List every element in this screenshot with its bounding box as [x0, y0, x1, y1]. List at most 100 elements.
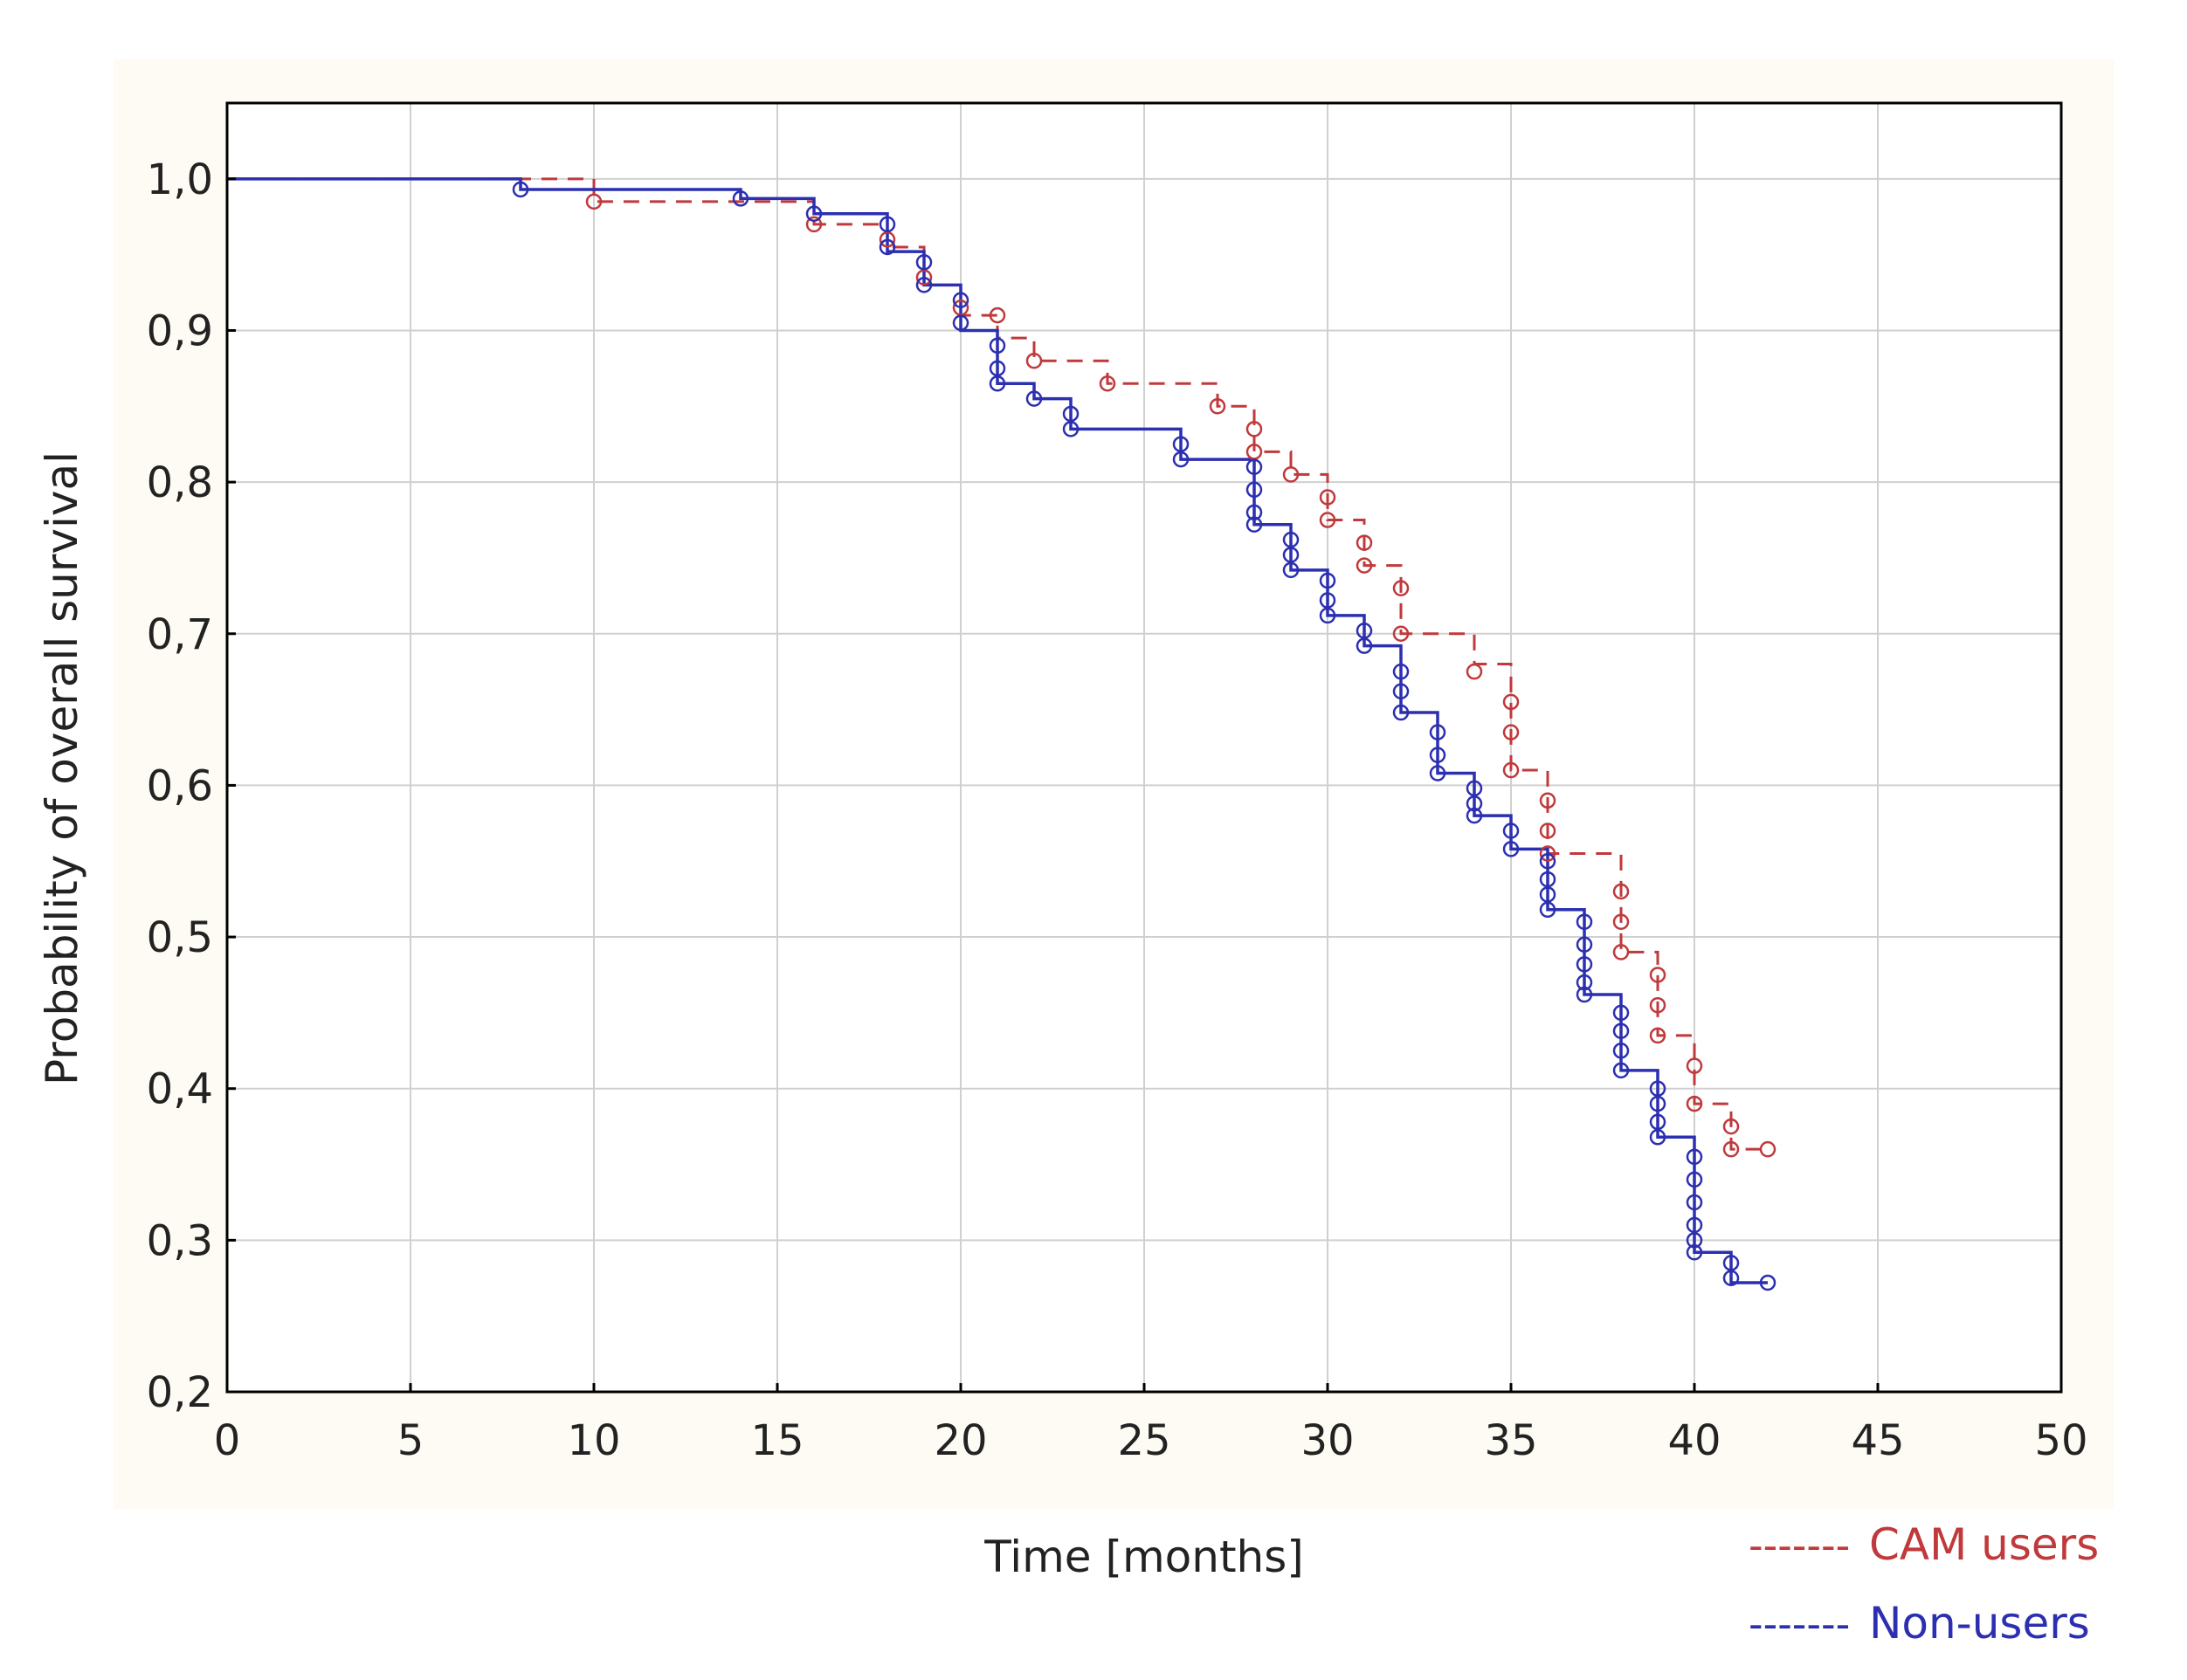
censor-marker-non-users — [1466, 807, 1483, 824]
censor-marker-cam-users — [1356, 557, 1373, 574]
censor-marker-non-users — [1686, 1243, 1703, 1261]
censor-marker-non-users — [1502, 841, 1520, 857]
censor-marker-cam-users — [1502, 761, 1520, 779]
censor-marker-non-users — [952, 314, 969, 332]
legend-label-cam-users: CAM users — [1869, 1519, 2099, 1570]
censor-marker-non-users — [1392, 704, 1410, 721]
censor-marker-non-users — [1392, 663, 1410, 680]
y-tick-label: 0,5 — [147, 913, 213, 962]
censor-marker-cam-users — [1209, 398, 1226, 415]
censor-marker-non-users — [1025, 390, 1043, 407]
censor-marker-non-users — [1686, 1194, 1703, 1211]
censor-marker-cam-users — [915, 269, 933, 286]
censor-marker-non-users — [1649, 1095, 1666, 1112]
x-tick-label: 25 — [1117, 1416, 1170, 1465]
x-tick-label: 10 — [567, 1416, 620, 1465]
censor-marker-cam-users — [879, 231, 896, 248]
censor-marker-non-users — [1245, 504, 1263, 521]
censor-marker-non-users — [1392, 683, 1410, 700]
censor-marker-non-users — [1245, 458, 1263, 476]
x-tick-label: 0 — [214, 1416, 241, 1465]
censor-marker-cam-users — [1612, 944, 1630, 960]
x-tick-label: 50 — [2034, 1416, 2087, 1465]
censor-marker-non-users — [1686, 1171, 1703, 1188]
censor-marker-non-users — [1319, 607, 1336, 624]
censor-marker-non-users — [1539, 852, 1556, 870]
y-tick-label: 0,7 — [147, 610, 213, 659]
censor-marker-non-users — [1062, 405, 1080, 423]
censor-marker-non-users — [1686, 1232, 1703, 1249]
censor-marker-non-users — [1612, 1004, 1630, 1022]
censor-marker-non-users — [805, 205, 823, 223]
censor-marker-non-users — [1649, 1080, 1666, 1097]
censor-marker-non-users — [1282, 547, 1300, 563]
censor-marker-non-users — [879, 238, 896, 256]
censor-marker-non-users — [1062, 421, 1080, 437]
censor-marker-cam-users — [952, 300, 969, 316]
censor-marker-non-users — [1172, 436, 1190, 452]
censor-marker-cam-users — [1466, 663, 1483, 680]
censor-marker-cam-users — [1356, 534, 1373, 551]
censor-marker-non-users — [1686, 1148, 1703, 1166]
censor-marker-non-users — [952, 292, 969, 308]
x-axis-ticks: 0 5 10 15 20 25 30 35 40 45 50 — [214, 1383, 2088, 1465]
censor-marker-non-users — [1576, 974, 1593, 991]
y-tick-label: 0,6 — [147, 761, 213, 810]
censor-marker-non-users — [1245, 481, 1263, 499]
censor-marker-non-users — [1649, 1129, 1666, 1146]
censor-marker-non-users — [1502, 823, 1520, 839]
y-tick-label: 1,0 — [147, 155, 213, 204]
censor-marker-non-users — [1245, 516, 1263, 533]
censor-marker-cam-users — [1539, 823, 1556, 839]
censor-marker-cam-users — [1245, 421, 1263, 437]
legend-label-non-users: Non-users — [1869, 1598, 2090, 1649]
censor-marker-non-users — [879, 216, 896, 233]
censor-marker-non-users — [1576, 936, 1593, 953]
censor-marker-non-users — [1686, 1216, 1703, 1234]
censor-marker-non-users — [1539, 871, 1556, 888]
y-tick-label: 0,3 — [147, 1216, 213, 1265]
censor-marker-cam-users — [1502, 724, 1520, 740]
x-tick-label: 45 — [1851, 1416, 1904, 1465]
censor-marker-cam-users — [1759, 1140, 1777, 1158]
censor-marker-non-users — [1282, 531, 1300, 548]
censor-markers — [512, 181, 1777, 1291]
censor-marker-non-users — [512, 181, 529, 198]
censor-marker-non-users — [1429, 724, 1446, 740]
censor-marker-cam-users — [585, 193, 603, 210]
x-tick-label: 35 — [1484, 1416, 1537, 1465]
censor-marker-cam-users — [1686, 1095, 1703, 1112]
censor-marker-cam-users — [1649, 1027, 1666, 1044]
censor-marker-non-users — [1466, 780, 1483, 797]
censor-marker-cam-users — [1539, 792, 1556, 809]
y-axis-ticks: 0,2 0,3 0,4 0,5 0,6 0,7 0,8 0,9 1,0 — [147, 155, 236, 1417]
censor-marker-cam-users — [1686, 1057, 1703, 1074]
censor-marker-non-users — [1722, 1270, 1740, 1287]
censor-marker-cam-users — [1722, 1140, 1740, 1158]
censor-marker-cam-users — [1392, 625, 1410, 643]
x-tick-label: 20 — [934, 1416, 987, 1465]
y-tick-label: 0,8 — [147, 458, 213, 507]
censor-marker-non-users — [1576, 913, 1593, 930]
censor-marker-cam-users — [1539, 845, 1556, 862]
censor-marker-non-users — [1319, 592, 1336, 609]
censor-marker-cam-users — [1099, 375, 1116, 392]
censor-marker-cam-users — [1612, 913, 1630, 930]
censor-marker-non-users — [1539, 901, 1556, 919]
censor-marker-cam-users — [1392, 580, 1410, 596]
censor-marker-non-users — [1612, 1022, 1630, 1039]
censor-marker-non-users — [1649, 1113, 1666, 1131]
censor-marker-non-users — [1429, 747, 1446, 763]
y-tick-label: 0,9 — [147, 306, 213, 355]
censor-marker-non-users — [1576, 986, 1593, 1003]
censor-marker-non-users — [1759, 1274, 1777, 1291]
censor-marker-cam-users — [1245, 444, 1263, 460]
censor-marker-non-users — [1319, 572, 1336, 589]
x-axis-label: Time [months] — [983, 1532, 1304, 1582]
y-tick-label: 0,4 — [147, 1065, 213, 1114]
censor-marker-non-users — [989, 360, 1006, 377]
censor-marker-non-users — [1282, 561, 1300, 579]
censor-marker-non-users — [1429, 765, 1446, 781]
x-tick-label: 30 — [1300, 1416, 1354, 1465]
